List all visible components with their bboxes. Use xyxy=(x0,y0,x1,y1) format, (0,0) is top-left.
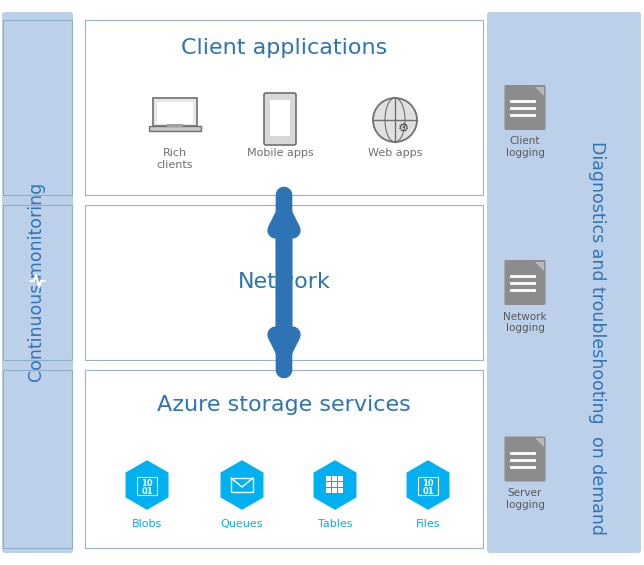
Bar xyxy=(137,477,157,495)
Polygon shape xyxy=(535,86,544,95)
Bar xyxy=(149,126,201,131)
Text: Azure storage services: Azure storage services xyxy=(157,395,411,415)
Bar xyxy=(332,476,337,481)
Text: ⚙: ⚙ xyxy=(397,121,409,134)
Text: Network: Network xyxy=(238,272,330,293)
Text: Client applications: Client applications xyxy=(181,38,387,58)
Bar xyxy=(326,488,331,493)
Polygon shape xyxy=(535,262,544,271)
Text: 10: 10 xyxy=(141,479,153,488)
Bar xyxy=(270,100,290,136)
Bar xyxy=(418,477,438,495)
Bar xyxy=(85,370,483,548)
Text: 01: 01 xyxy=(422,486,434,496)
Polygon shape xyxy=(35,278,40,283)
Text: Continuous monitoring: Continuous monitoring xyxy=(28,183,46,382)
Text: 10: 10 xyxy=(422,479,434,488)
Polygon shape xyxy=(407,461,449,509)
Text: on demand: on demand xyxy=(587,436,605,535)
Text: Server
logging: Server logging xyxy=(506,488,544,510)
FancyBboxPatch shape xyxy=(504,437,545,481)
Text: Mobile apps: Mobile apps xyxy=(247,148,314,158)
Bar xyxy=(3,370,72,548)
Bar xyxy=(231,478,253,492)
Bar xyxy=(338,482,343,487)
Circle shape xyxy=(373,98,417,142)
Polygon shape xyxy=(126,461,168,509)
FancyBboxPatch shape xyxy=(504,260,545,305)
Bar xyxy=(3,20,72,195)
Text: Queues: Queues xyxy=(221,519,263,529)
FancyBboxPatch shape xyxy=(504,85,545,130)
Bar xyxy=(326,476,331,481)
Bar xyxy=(3,205,72,360)
Bar xyxy=(157,102,193,124)
Bar xyxy=(332,488,337,493)
Bar xyxy=(326,482,331,487)
Polygon shape xyxy=(535,438,544,447)
Text: Client
logging: Client logging xyxy=(506,137,544,158)
Text: Web apps: Web apps xyxy=(368,148,422,158)
Polygon shape xyxy=(222,461,263,509)
Text: 01: 01 xyxy=(141,486,153,496)
Text: Files: Files xyxy=(416,519,440,529)
FancyBboxPatch shape xyxy=(487,12,641,553)
Bar xyxy=(167,124,183,127)
Text: Network
logging: Network logging xyxy=(503,311,547,333)
Bar xyxy=(332,482,337,487)
Polygon shape xyxy=(314,461,355,509)
FancyBboxPatch shape xyxy=(264,93,296,145)
Bar xyxy=(338,488,343,493)
Text: Tables: Tables xyxy=(317,519,352,529)
Bar xyxy=(85,20,483,195)
FancyBboxPatch shape xyxy=(2,12,73,553)
Bar xyxy=(338,476,343,481)
Text: Rich
clients: Rich clients xyxy=(156,148,193,170)
Bar xyxy=(153,98,197,126)
Text: Diagnostics and troubleshooting: Diagnostics and troubleshooting xyxy=(587,141,605,424)
Bar xyxy=(85,205,483,360)
Text: Blobs: Blobs xyxy=(132,519,162,529)
